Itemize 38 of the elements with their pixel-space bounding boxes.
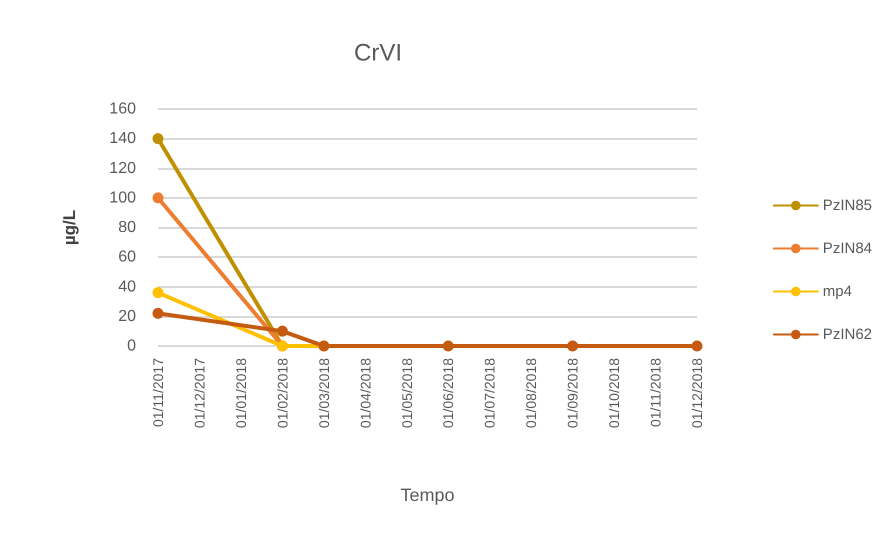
x-tick-label: 01/11/2017 — [150, 358, 166, 428]
x-tick-label: 01/05/2018 — [398, 358, 415, 428]
point — [276, 326, 288, 337]
y-tick-label: 100 — [109, 189, 136, 206]
y-tick-label: 40 — [118, 278, 136, 296]
legend-label: PzIN62 — [822, 326, 872, 343]
point — [152, 308, 164, 319]
x-tick-label: 01/12/2018 — [689, 358, 705, 428]
x-tick-label: 01/07/2018 — [482, 358, 498, 428]
x-tick-label: 01/09/2018 — [564, 358, 581, 428]
point — [567, 340, 578, 352]
point — [152, 192, 164, 204]
y-tick-label: 160 — [109, 100, 136, 118]
legend-label: PzIN84 — [822, 240, 872, 257]
y-axis-title: µg/L — [60, 210, 79, 246]
y-tick-label: 140 — [109, 130, 136, 148]
x-tick-label: 01/08/2018 — [523, 358, 540, 428]
y-tick-label: 60 — [118, 248, 136, 266]
point — [152, 133, 164, 144]
y-tick-label: 80 — [118, 219, 136, 236]
x-tick-label: 01/04/2018 — [357, 358, 374, 428]
x-tick-label: 01/10/2018 — [606, 358, 622, 428]
point — [692, 340, 702, 352]
legend-label: PzIN85 — [822, 197, 872, 214]
chart-title: CrVI — [354, 40, 402, 66]
x-tick-label: 01/03/2018 — [316, 358, 332, 428]
x-axis-title: Tempo — [400, 485, 455, 505]
x-tick-label: 01/11/2018 — [648, 358, 664, 428]
x-tick-label: 01/12/2017 — [191, 358, 208, 428]
point — [152, 287, 164, 298]
y-tick-label: 120 — [109, 160, 136, 177]
point — [442, 340, 454, 352]
y-tick-label: 0 — [127, 338, 136, 354]
legend-label: mp4 — [822, 283, 852, 300]
x-tick-label: 01/02/2018 — [274, 358, 290, 428]
x-tick-label: 01/06/2018 — [440, 358, 456, 428]
y-tick-label: 20 — [118, 308, 136, 325]
x-tick-label: 01/01/2018 — [232, 358, 249, 428]
